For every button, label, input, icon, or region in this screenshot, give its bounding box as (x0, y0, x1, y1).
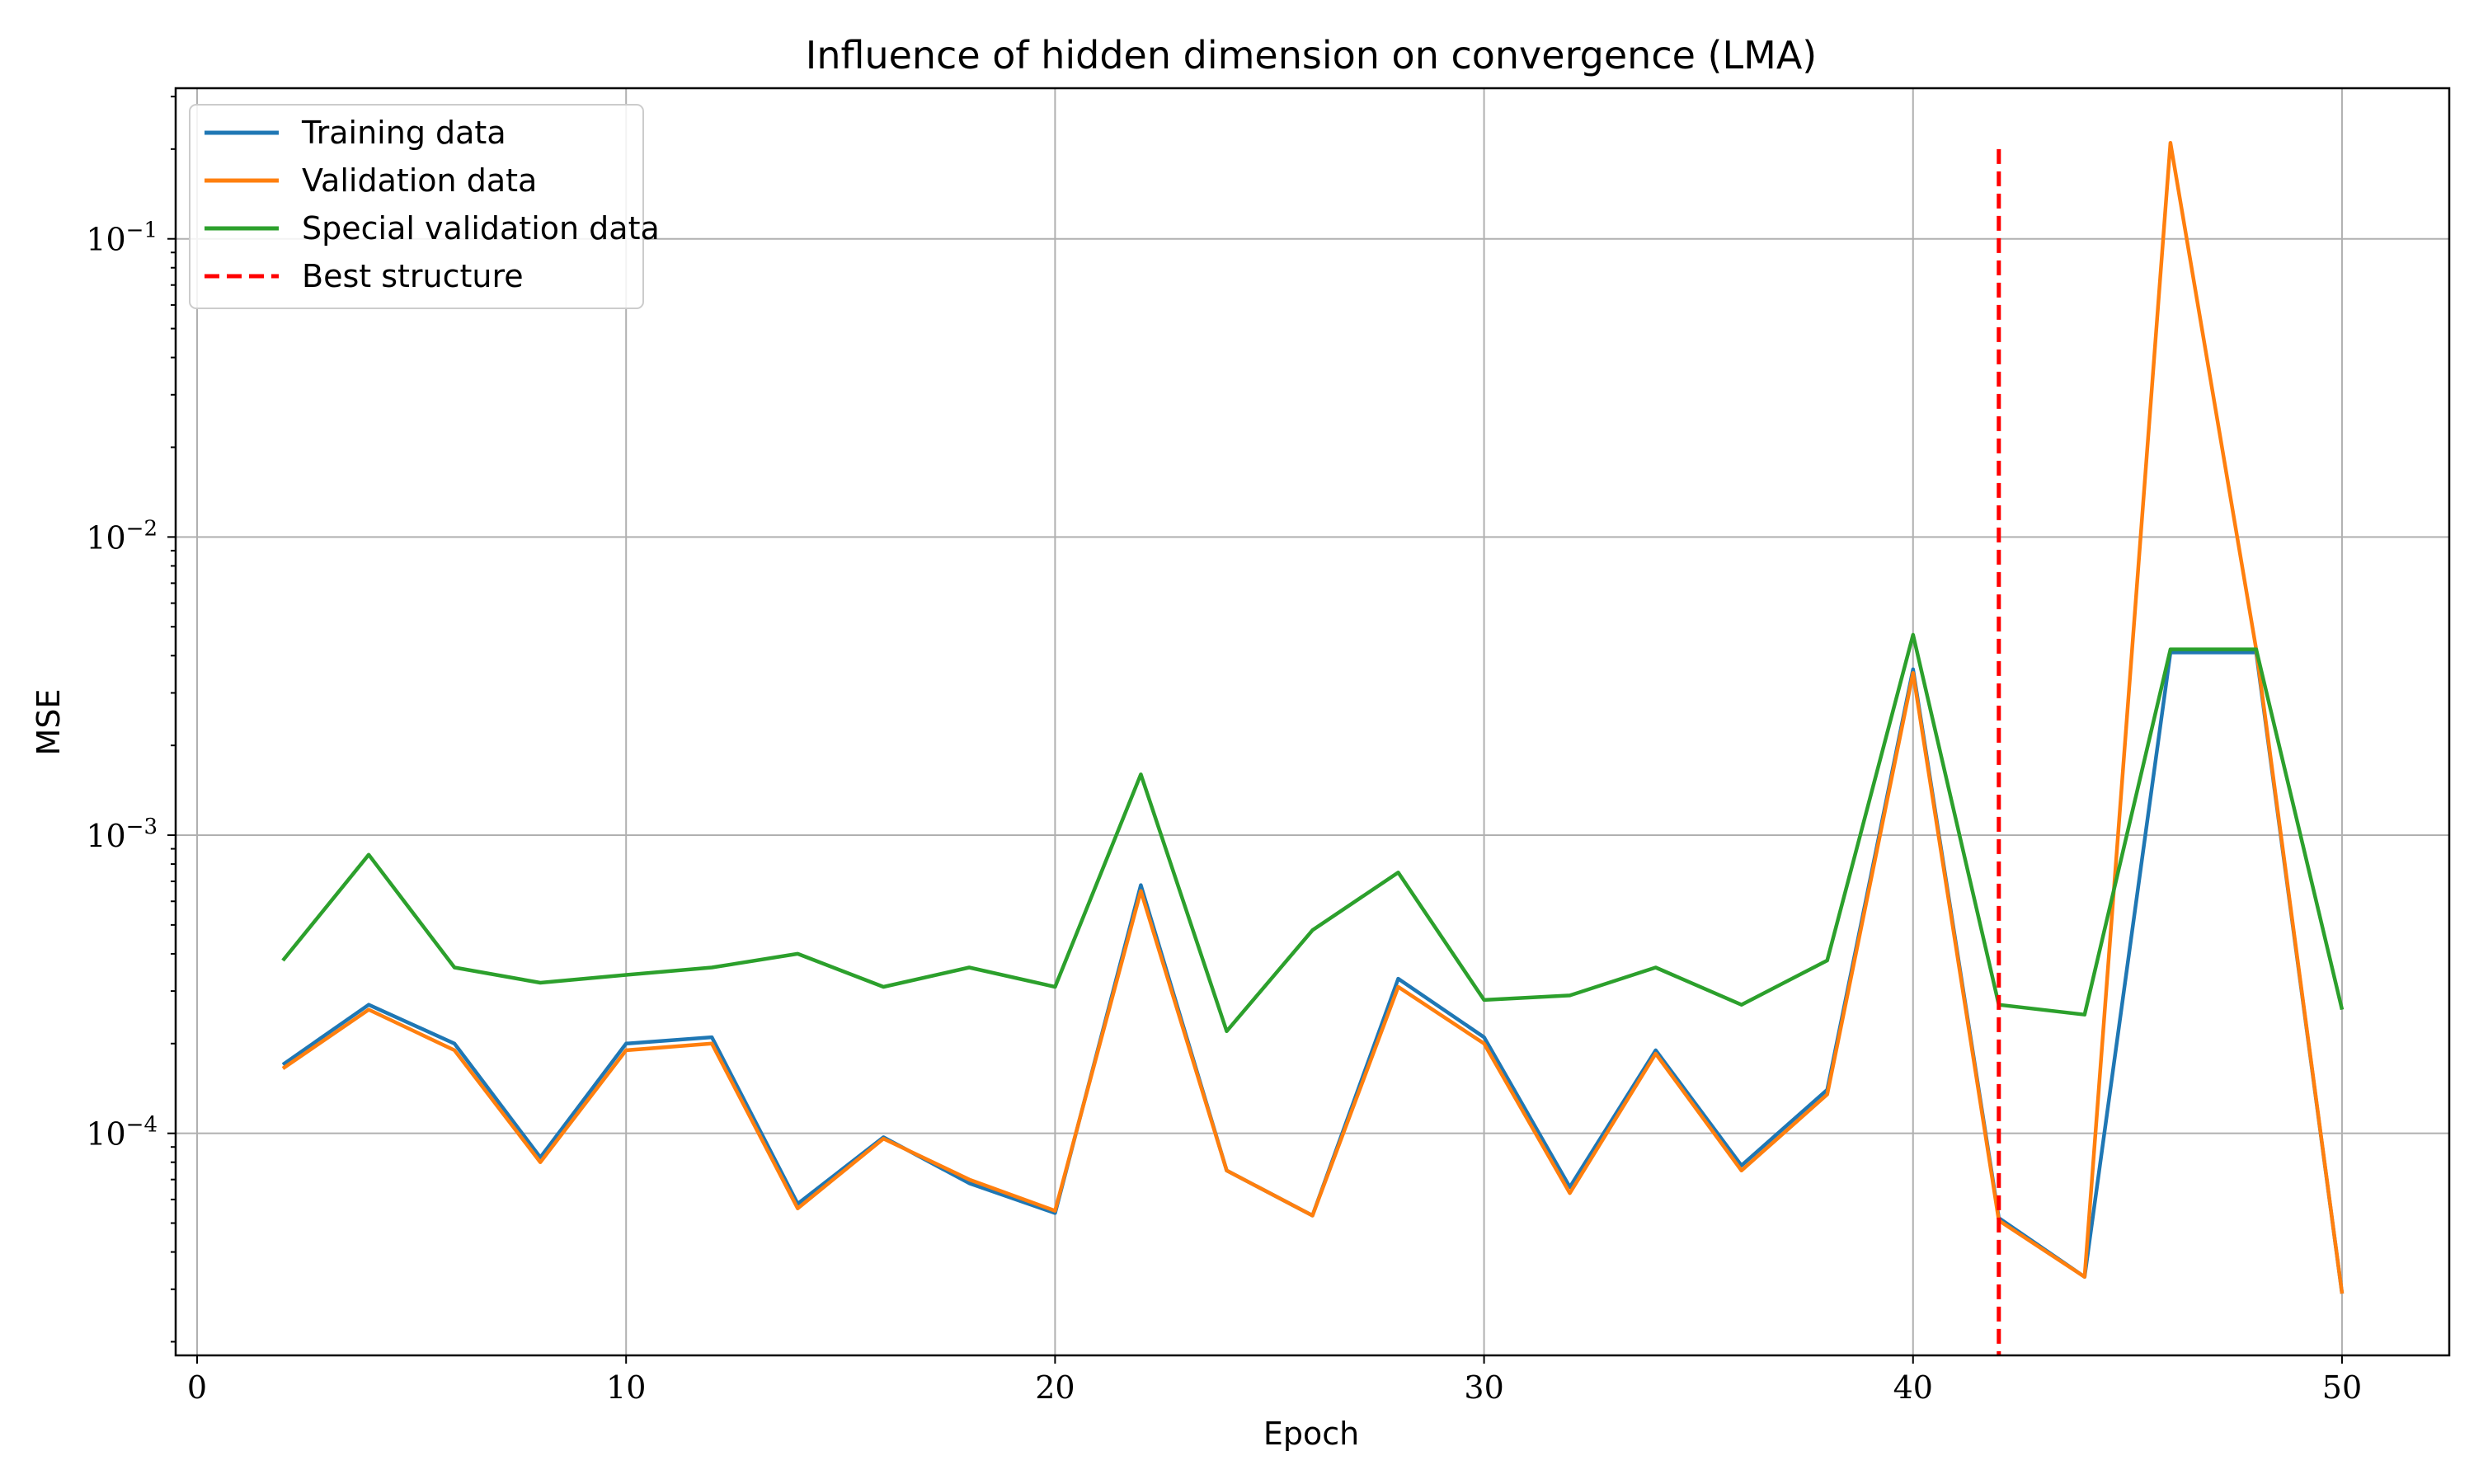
x-tick-label: 50 (2322, 1369, 2362, 1406)
y-tick-label: 10−4 (86, 1113, 158, 1153)
legend-label: Validation data (302, 162, 537, 199)
chart-title: Influence of hidden dimension on converg… (806, 33, 1817, 77)
x-tick-label: 40 (1893, 1369, 1933, 1406)
y-tick-label: 10−2 (86, 516, 158, 556)
x-axis-label: Epoch (1263, 1416, 1359, 1452)
x-tick-label: 10 (606, 1369, 646, 1406)
series-layer (281, 140, 2345, 1355)
plot-frame (174, 87, 2451, 1357)
x-tick-label: 30 (1464, 1369, 1503, 1406)
legend-box (189, 104, 644, 309)
y-axis-label: MSE (31, 689, 67, 756)
grid-layer (176, 88, 2449, 1355)
x-tick-label: 0 (187, 1369, 207, 1406)
legend-label: Training data (301, 115, 506, 151)
y-tick-label: 10−3 (86, 815, 158, 854)
x-tick-label: 20 (1035, 1369, 1075, 1406)
ticks-layer: 0 10 20 30 40 50 10−4 10−3 10−2 10−1 (86, 96, 2362, 1406)
legend-label: Best structure (302, 258, 524, 294)
legend-label: Special validation data (302, 210, 660, 247)
y-tick-label: 10−1 (86, 218, 158, 258)
legend: Training data Validation data Special vali… (189, 104, 660, 309)
